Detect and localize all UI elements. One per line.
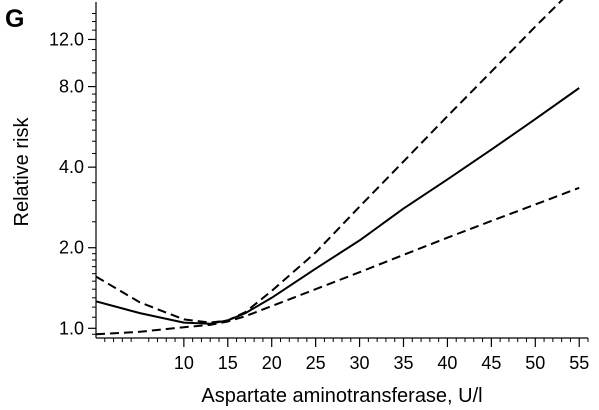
x-tick-label: 20: [262, 353, 282, 373]
y-tick-label: 2.0: [59, 238, 84, 258]
upper-ci-line: [96, 0, 564, 324]
x-tick-label: 15: [218, 353, 238, 373]
x-axis-title: Aspartate aminotransferase, U/l: [201, 385, 482, 407]
y-tick-label: 8.0: [59, 77, 84, 97]
y-tick-label: 4.0: [59, 157, 84, 177]
x-tick-label: 35: [393, 353, 413, 373]
panel-label: G: [5, 5, 24, 33]
x-tick-label: 50: [525, 353, 545, 373]
x-tick-label: 10: [174, 353, 194, 373]
x-tick-label: 55: [569, 353, 589, 373]
x-tick-label: 40: [437, 353, 457, 373]
y-tick-label: 12.0: [49, 29, 84, 49]
y-tick-label: 1.0: [59, 318, 84, 338]
x-tick-label: 45: [481, 353, 501, 373]
x-tick-label: 25: [306, 353, 326, 373]
y-axis-title: Relative risk: [11, 117, 33, 227]
estimate-line: [96, 87, 580, 325]
plot-area: 1.0 2.0 4.0 8.0 12.0 10 15 20 25 30 35 40 45 50 55: [49, 0, 589, 373]
x-tick-label: 30: [350, 353, 370, 373]
lower-ci-line: [96, 186, 580, 336]
